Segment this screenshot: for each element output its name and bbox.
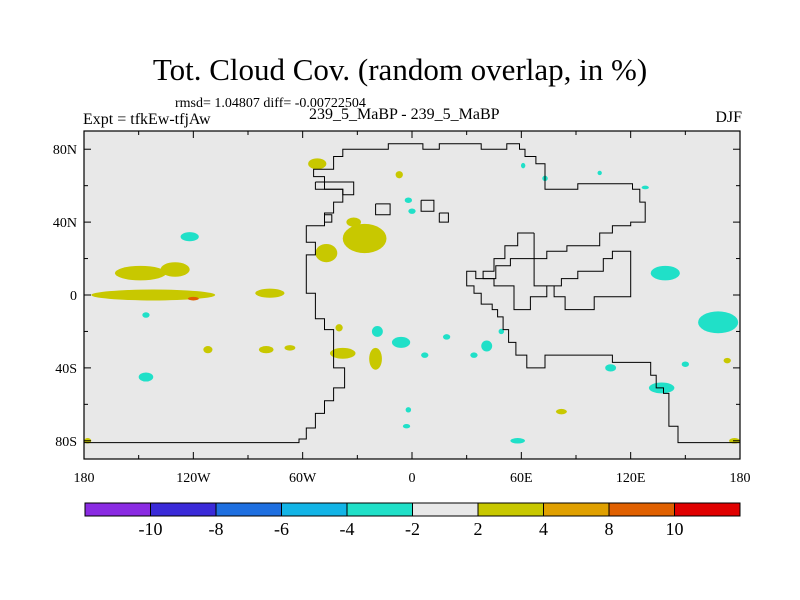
anomaly-region (335, 324, 343, 332)
x-tick-label: 120W (176, 471, 211, 486)
anomaly-region (681, 361, 689, 367)
period-label: 239_5_MaBP - 239_5_MaBP (309, 106, 500, 123)
anomaly-region (395, 171, 403, 179)
x-tick-label: 0 (409, 471, 416, 486)
anomaly-region (142, 312, 150, 318)
anomaly-region (605, 364, 617, 372)
anomaly-region (258, 346, 274, 354)
coastline (314, 181, 355, 196)
x-tick-label: 60E (510, 471, 533, 486)
colorbar-label: 4 (539, 519, 548, 539)
y-tick-label: 80S (55, 435, 77, 450)
anomaly-region (421, 352, 429, 358)
coastline (375, 203, 391, 216)
coastline (324, 214, 333, 223)
anomaly-region (255, 288, 285, 298)
anomaly-region (391, 336, 411, 348)
colorbar-label: 2 (474, 519, 483, 539)
colorbar-bin (543, 502, 610, 517)
anomaly-region (180, 232, 199, 242)
y-tick-label: 40N (53, 216, 77, 231)
anomaly-region (723, 357, 731, 364)
anomaly-region (369, 347, 382, 370)
anomaly-region (402, 424, 411, 429)
x-tick-label: 120E (616, 471, 646, 486)
y-tick-label: 0 (70, 289, 77, 304)
colorbar-bin (412, 502, 479, 517)
x-tick-label: 60W (289, 471, 317, 486)
axes: 180 120W 60W 0 60E 120E 180 80N 40N 0 40S 80S (53, 130, 751, 486)
anomaly-region (342, 223, 387, 254)
anomaly-region (641, 185, 649, 190)
experiment-label: Expt = tfkEw-tfjAw (83, 111, 211, 128)
colorbar: -10 -8 -6 -4 -2 2 4 8 10 (84, 502, 741, 539)
anomaly-region (442, 334, 451, 340)
colorbar-bin (674, 502, 741, 517)
anomaly-region (330, 347, 356, 359)
anomaly-region (187, 296, 199, 301)
anomaly-region (597, 170, 602, 176)
anomaly-region (481, 340, 493, 352)
anomaly-region (698, 311, 739, 334)
colorbar-label: -10 (139, 519, 163, 539)
colorbar-bin (477, 502, 544, 517)
anomaly-region (408, 208, 416, 214)
x-tick-label: 180 (74, 471, 95, 486)
anomaly-region (195, 293, 210, 297)
colorbar-label: 10 (666, 519, 684, 539)
coastline (84, 143, 740, 444)
anomaly-region (510, 438, 525, 444)
colorbar-bin (346, 502, 413, 517)
colorbar-label: -4 (340, 519, 355, 539)
colorbar-bin (215, 502, 282, 517)
anomaly-region (138, 372, 154, 382)
colorbar-label: -2 (405, 519, 420, 539)
anomaly-region (371, 325, 383, 337)
colorbar-bin (281, 502, 348, 517)
colorbar-bin (150, 502, 217, 517)
colorbar-label: -8 (209, 519, 224, 539)
anomaly-region (203, 346, 213, 354)
chart-title: Tot. Cloud Cov. (random overlap, in %) (152, 52, 648, 87)
anomaly-region (160, 262, 190, 277)
colorbar-label: -6 (274, 519, 289, 539)
anomaly-region (404, 197, 412, 203)
anomaly-region (284, 345, 296, 351)
colorbar-bin (608, 502, 675, 517)
coastline (438, 212, 449, 223)
plot-area (84, 131, 740, 459)
season-label: DJF (715, 109, 742, 126)
anomaly-region (555, 408, 567, 415)
anomaly-region (470, 352, 478, 358)
anomaly-region (346, 217, 361, 227)
x-tick-label: 180 (730, 471, 751, 486)
coastline (482, 232, 632, 311)
colorbar-bin (84, 502, 151, 517)
coastline (420, 199, 435, 212)
y-tick-label: 40S (55, 362, 77, 377)
anomaly-region (114, 265, 166, 281)
y-tick-label: 80N (53, 143, 77, 158)
anomaly-region (91, 289, 216, 301)
stats-line: rmsd= 1.04807 diff= -0.00722504 (175, 96, 366, 111)
anomaly-region (315, 243, 338, 263)
anomaly-region (308, 158, 327, 170)
anomaly-region (650, 265, 680, 281)
anomaly-region (405, 407, 412, 413)
colorbar-label: 8 (605, 519, 614, 539)
anomaly-region (520, 162, 526, 169)
